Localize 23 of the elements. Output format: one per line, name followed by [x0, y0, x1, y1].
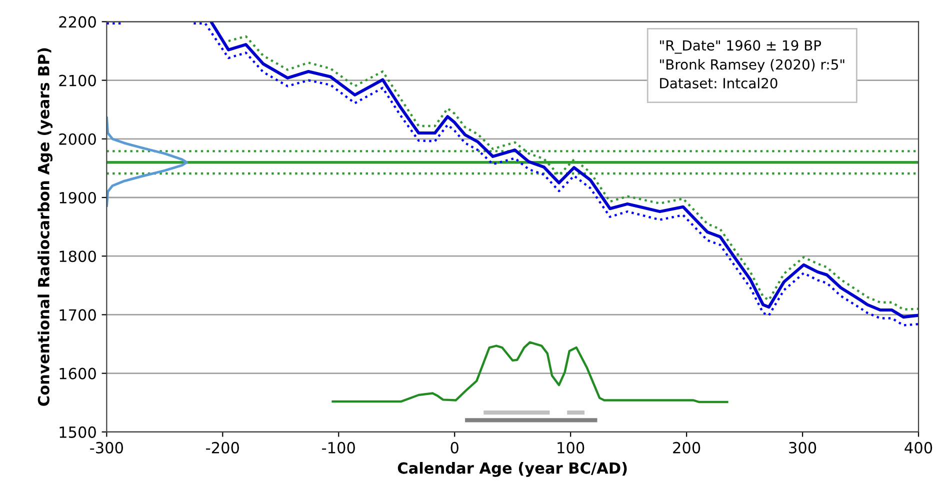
y-tick-label: 1700 — [60, 309, 96, 321]
y-tick-label: 2200 — [59, 16, 96, 28]
y-axis-title: Conventional Radiocarbon Age (years BP) — [38, 48, 53, 406]
y-tick-label: 1900 — [60, 192, 96, 204]
annotation: "Bronk Ramsey (2020) r:5" — [660, 58, 844, 72]
annotation: "R_Date" 1960 ± 19 BP — [660, 40, 822, 54]
x-tick-label: 200 — [673, 442, 700, 454]
x-tick-label: -200 — [206, 442, 239, 454]
x-tick-label: 300 — [789, 442, 816, 454]
line-series — [330, 341, 730, 404]
x-tick-label: 0 — [450, 442, 458, 454]
y-tick-label: 2000 — [59, 133, 96, 145]
annotation: Dataset: Intcal20 — [660, 78, 778, 88]
line-series — [106, 115, 188, 208]
x-tick-label: -100 — [322, 442, 355, 454]
y-tick-label: 1600 — [60, 368, 96, 380]
x-tick-label: 400 — [904, 442, 932, 454]
x-tick-label: -300 — [90, 442, 123, 454]
y-tick-label: 1800 — [60, 250, 96, 262]
y-tick-label: 1500 — [60, 426, 96, 438]
y-tick-label: 2100 — [59, 74, 96, 86]
x-tick-label: 100 — [558, 442, 584, 454]
x-axis-title: Calendar Age (year BC/AD) — [398, 462, 627, 477]
